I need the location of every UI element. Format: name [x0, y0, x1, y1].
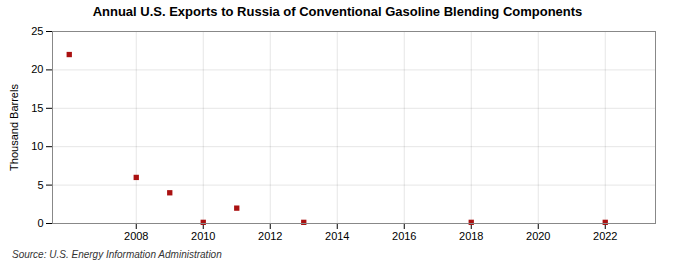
html-text:Annual U.S. Exports to Russia: Annual U.S. Exports to Russia of Convent…: [92, 4, 583, 19]
svg-text:2010: 2010: [191, 230, 215, 242]
svg-text:2012: 2012: [258, 230, 282, 242]
svg-text:2022: 2022: [593, 230, 617, 242]
svg-text:10: 10: [31, 140, 43, 152]
svg-text:20: 20: [31, 63, 43, 75]
svg-text:2014: 2014: [325, 230, 349, 242]
svg-text:2018: 2018: [459, 230, 483, 242]
html-text:Source: U.S. Energy Informatio: Source: U.S. Energy Information Administ…: [12, 249, 222, 260]
svg-text:Thousand Barrels: Thousand Barrels: [8, 84, 20, 171]
svg-text:5: 5: [37, 179, 43, 191]
svg-text:0: 0: [37, 217, 43, 229]
svg-text:2008: 2008: [124, 230, 148, 242]
svg-text:25: 25: [31, 25, 43, 37]
svg-text:15: 15: [31, 102, 43, 114]
svg-text:2016: 2016: [392, 230, 416, 242]
svg-text:2020: 2020: [526, 230, 550, 242]
